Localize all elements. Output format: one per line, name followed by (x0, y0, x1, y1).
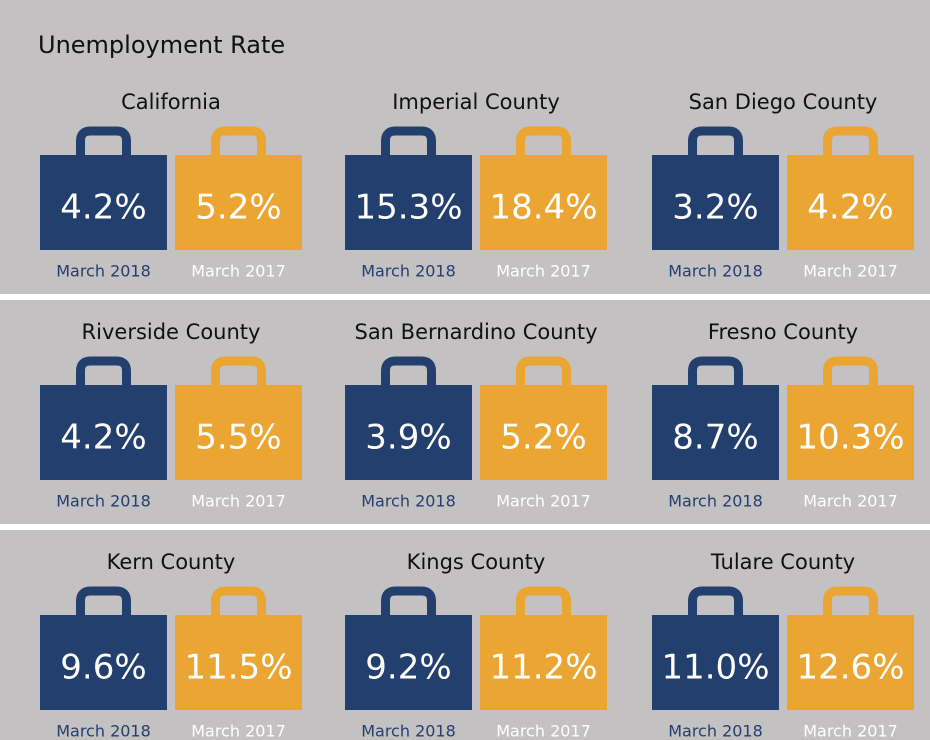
region-name: California (121, 90, 221, 114)
briefcase-handle (516, 356, 571, 385)
region-name: Imperial County (392, 90, 560, 114)
rate-value: 3.9% (365, 418, 451, 458)
briefcase-handle (823, 126, 878, 155)
briefcase (652, 385, 779, 480)
rate-value: 3.2% (672, 188, 758, 228)
briefcase (787, 615, 914, 710)
briefcase (345, 385, 472, 480)
briefcase-handle (516, 126, 571, 155)
briefcase (40, 615, 167, 710)
period-label: March 2018 (668, 262, 763, 281)
region-name: San Diego County (689, 90, 878, 114)
rate-value: 15.3% (354, 188, 462, 228)
period-label: March 2017 (191, 492, 286, 511)
period-label: March 2018 (56, 492, 151, 511)
briefcase-handle (76, 356, 131, 385)
rate-value: 10.3% (796, 418, 904, 458)
rate-value: 18.4% (489, 188, 597, 228)
region-name: Kern County (107, 550, 236, 574)
rate-value: 11.0% (661, 648, 769, 688)
briefcase-handle (211, 126, 266, 155)
briefcase (345, 155, 472, 250)
briefcase-handle (823, 356, 878, 385)
rate-value: 8.7% (672, 418, 758, 458)
rate-value: 4.2% (60, 418, 146, 458)
period-label: March 2018 (56, 722, 151, 740)
region-name: Riverside County (82, 320, 261, 344)
briefcase-handle (76, 126, 131, 155)
period-label: March 2018 (668, 722, 763, 740)
briefcase-handle (823, 586, 878, 615)
briefcase (40, 385, 167, 480)
briefcase (40, 155, 167, 250)
rate-value: 9.6% (60, 648, 146, 688)
briefcase-handle (688, 586, 743, 615)
period-label: March 2018 (56, 262, 151, 281)
briefcase-handle (76, 586, 131, 615)
period-label: March 2018 (361, 262, 456, 281)
rate-value: 4.2% (807, 188, 893, 228)
period-label: March 2017 (803, 262, 898, 281)
region-name: San Bernardino County (354, 320, 597, 344)
briefcase (787, 155, 914, 250)
rate-value: 4.2% (60, 188, 146, 228)
period-label: March 2017 (191, 262, 286, 281)
period-label: March 2018 (668, 492, 763, 511)
briefcase (480, 385, 607, 480)
period-label: March 2017 (803, 722, 898, 740)
briefcase-handle (211, 586, 266, 615)
region-name: Kings County (407, 550, 546, 574)
briefcase-handle (688, 126, 743, 155)
rate-value: 5.2% (500, 418, 586, 458)
briefcase-handle (688, 356, 743, 385)
briefcase-handle (211, 356, 266, 385)
title: Unemployment Rate (38, 31, 285, 59)
region-name: Fresno County (708, 320, 858, 344)
briefcase (480, 155, 607, 250)
separator (0, 294, 930, 300)
rate-value: 11.5% (184, 648, 292, 688)
rate-value: 11.2% (489, 648, 597, 688)
briefcase (652, 615, 779, 710)
period-label: March 2017 (496, 722, 591, 740)
briefcase (175, 615, 302, 710)
briefcase (652, 155, 779, 250)
briefcase (345, 615, 472, 710)
rate-value: 12.6% (796, 648, 904, 688)
rate-value: 9.2% (365, 648, 451, 688)
briefcase-handle (381, 356, 436, 385)
separator (0, 524, 930, 530)
period-label: March 2017 (191, 722, 286, 740)
briefcase-handle (516, 586, 571, 615)
period-label: March 2017 (496, 262, 591, 281)
briefcase-handle (381, 586, 436, 615)
rate-value: 5.2% (195, 188, 281, 228)
region-name: Tulare County (710, 550, 855, 574)
briefcase-handle (381, 126, 436, 155)
period-label: March 2017 (496, 492, 591, 511)
briefcase (175, 155, 302, 250)
period-label: March 2018 (361, 492, 456, 511)
briefcase (175, 385, 302, 480)
briefcase (480, 615, 607, 710)
rate-value: 5.5% (195, 418, 281, 458)
period-label: March 2018 (361, 722, 456, 740)
briefcase (787, 385, 914, 480)
period-label: March 2017 (803, 492, 898, 511)
